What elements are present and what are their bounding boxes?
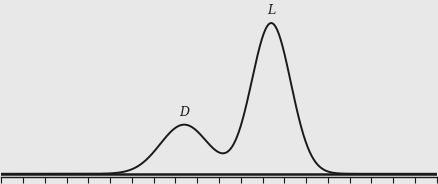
Text: L: L xyxy=(267,4,276,17)
Text: D: D xyxy=(179,106,189,119)
